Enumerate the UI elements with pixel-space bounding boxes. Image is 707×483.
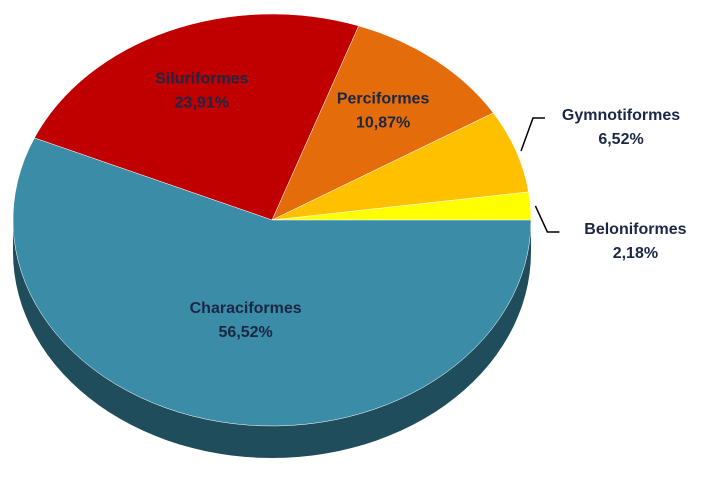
pie-slice — [12, 137, 532, 427]
value-label: 56,52% — [219, 324, 273, 341]
category-label: Gymnotiformes — [562, 107, 680, 124]
pie-slice — [271, 25, 494, 221]
value-label: 6,52% — [598, 131, 643, 148]
value-label: 2,18% — [613, 245, 658, 262]
pie-slice — [34, 13, 360, 221]
leader-line — [520, 117, 546, 152]
value-label: 10,87% — [356, 115, 410, 132]
value-label: 23,91% — [175, 95, 229, 112]
category-label: Siluriformes — [155, 71, 248, 88]
category-label: Characiformes — [190, 300, 302, 317]
leader-line — [534, 205, 560, 233]
category-label: Perciformes — [337, 91, 430, 108]
category-label: Beloniformes — [584, 221, 686, 238]
